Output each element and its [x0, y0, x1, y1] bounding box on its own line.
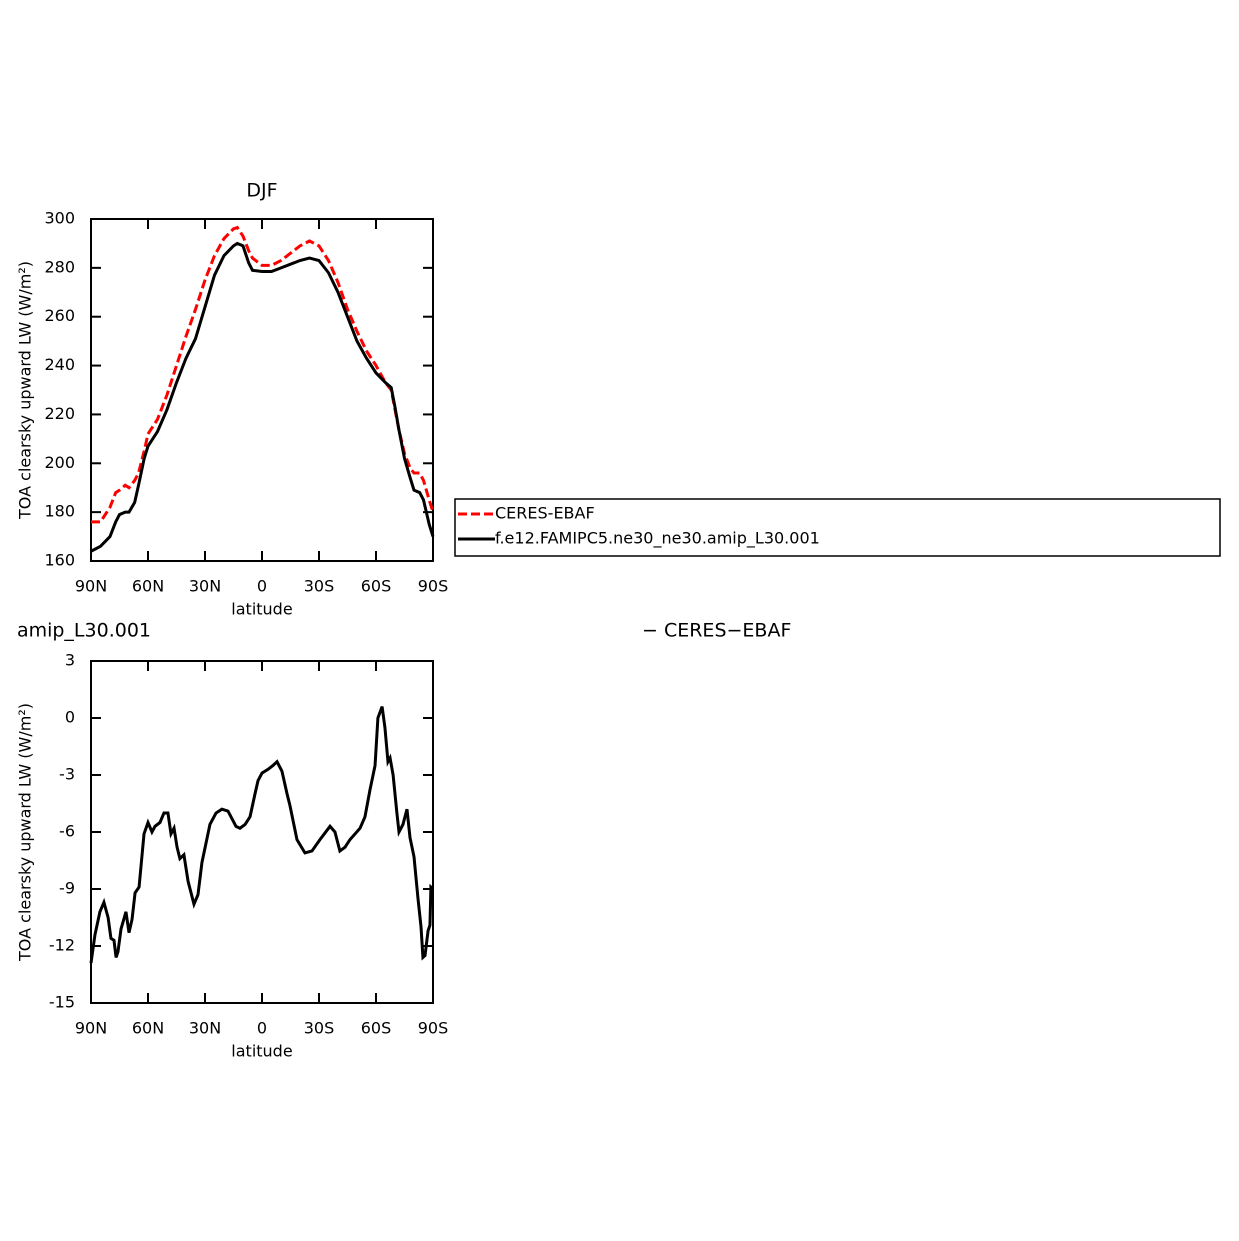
x-tick-label: 90N	[75, 577, 107, 596]
y-tick-label: 260	[44, 306, 75, 325]
x-tick-label: 90S	[418, 1019, 449, 1038]
y-tick-label: 280	[44, 257, 75, 276]
x-tick-label: 0	[257, 1019, 267, 1038]
series-line	[89, 706, 435, 964]
x-tick-label: 30S	[304, 577, 335, 596]
x-tick-label: 30S	[304, 1019, 335, 1038]
y-tick-label: 0	[65, 708, 75, 727]
y-axis-label: TOA clearsky upward LW (W/m²)	[16, 261, 35, 520]
x-tick-label: 60S	[361, 1019, 392, 1038]
y-tick-label: 200	[44, 453, 75, 472]
chart-title: DJF	[246, 180, 277, 202]
x-axis-label: latitude	[231, 1042, 292, 1061]
y-axis-label: TOA clearsky upward LW (W/m²)	[16, 703, 35, 962]
y-tick-label: 160	[44, 551, 75, 570]
x-axis-label: latitude	[231, 600, 292, 619]
x-tick-label: 30N	[189, 1019, 221, 1038]
chart-title: amip_L30.001	[17, 620, 151, 642]
y-tick-label: 180	[44, 502, 75, 521]
legend-label: f.e12.FAMIPC5.ne30_ne30.amip_L30.001	[495, 529, 820, 549]
y-tick-label: 3	[65, 651, 75, 670]
x-tick-label: 60S	[361, 577, 392, 596]
legend-label: CERES-EBAF	[495, 504, 595, 523]
y-tick-label: -3	[59, 765, 75, 784]
legend-box	[454, 498, 1221, 557]
y-tick-label: 300	[44, 209, 75, 228]
x-tick-label: 0	[257, 577, 267, 596]
x-tick-label: 60N	[132, 1019, 164, 1038]
x-tick-label: 90S	[418, 577, 449, 596]
y-tick-label: -6	[59, 822, 75, 841]
x-tick-label: 90N	[75, 1019, 107, 1038]
y-tick-label: 220	[44, 404, 75, 423]
y-tick-label: -12	[49, 936, 75, 955]
y-tick-label: 240	[44, 355, 75, 374]
x-tick-label: 60N	[132, 577, 164, 596]
x-tick-label: 30N	[189, 577, 221, 596]
y-tick-label: -15	[49, 993, 75, 1012]
chart-title: − CERES−EBAF	[642, 620, 791, 642]
series-line	[90, 241, 435, 553]
y-tick-label: -9	[59, 879, 75, 898]
